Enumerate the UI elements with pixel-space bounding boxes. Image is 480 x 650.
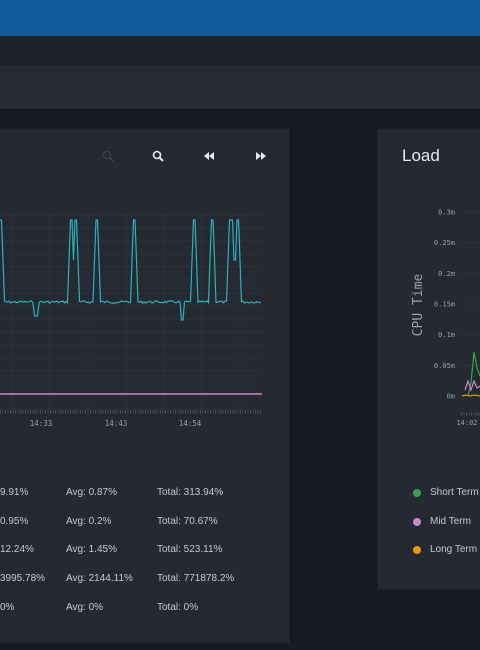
stat-avg: Avg: 0.2% (66, 516, 112, 527)
rewind-button[interactable] (200, 148, 218, 164)
legend-swatch (413, 518, 421, 526)
y-tick-label: 0.05m (434, 362, 455, 370)
y-axis-ticks: 0.3m 0.25m 0.2m 0.15m 0.1m 0.05m 0m (434, 209, 455, 401)
y-tick-label: 0.1m (438, 331, 455, 339)
legend-label: Mid Term (430, 516, 471, 527)
stats-row: 3995.78% Avg: 2144.11% Total: 771878.2% (0, 573, 290, 587)
y-tick-label: 0m (447, 393, 455, 401)
x-tick-label: 14:54 (179, 419, 202, 428)
rewind-icon (204, 152, 214, 160)
stat-max: 0.95% (0, 516, 29, 527)
panel-title: Load (402, 146, 440, 165)
fast-forward-button[interactable] (252, 148, 270, 164)
stats-row: 9.91% Avg: 0.87% Total: 313.94% (0, 487, 290, 501)
stat-avg: Avg: 0% (66, 602, 104, 613)
legend-item-mid-term[interactable]: Mid Term (410, 515, 480, 529)
x-tick-label: 14:02 (456, 419, 477, 427)
load-chart-panel (377, 128, 480, 590)
legend-swatch (413, 546, 421, 554)
stats-row: 0% Avg: 0% Total: 0% (0, 602, 290, 616)
stat-total: Total: 70.67% (157, 516, 218, 527)
y-tick-label: 0.15m (434, 301, 455, 309)
stat-total: Total: 523.11% (157, 544, 223, 555)
stat-avg: Avg: 0.87% (66, 487, 117, 498)
zoom-out-button[interactable] (100, 148, 118, 164)
stats-row: 12.24% Avg: 1.45% Total: 523.11% (0, 544, 290, 558)
y-tick-label: 0.3m (438, 209, 455, 217)
zoom-in-button[interactable] (150, 148, 168, 164)
long-term-series-line (461, 394, 480, 397)
x-axis-ticks: 14:33 14:43 14:54 (30, 419, 202, 428)
legend-item-short-term[interactable]: Short Term (410, 486, 480, 500)
legend-label: Short Term (430, 487, 479, 498)
stat-max: 9.91% (0, 487, 29, 498)
stats-row: 0.95% Avg: 0.2% Total: 70.67% (0, 516, 290, 530)
cpu-series-line (0, 219, 262, 321)
legend-label: Long Term (430, 544, 478, 555)
stat-max: 0% (0, 602, 15, 613)
load-chart: CPU Time 0.3m 0.25m 0.2m 0.15m 0.1m 0.05m 0m 1… (411, 209, 480, 427)
stat-avg: Avg: 2144.11% (66, 573, 133, 584)
top-header-bar (0, 0, 480, 36)
cpu-chart-panel (0, 128, 290, 643)
stat-max: 12.24% (0, 544, 34, 555)
y-tick-label: 0.25m (434, 239, 455, 247)
stat-total: Total: 771878.2% (157, 573, 235, 584)
zoom-in-icon (152, 150, 164, 162)
stat-max: 3995.78% (0, 573, 46, 584)
x-tick-label: 14:33 (30, 419, 53, 428)
stat-total: Total: 0% (157, 602, 199, 613)
cpu-usage-chart: 14:33 14:43 14:54 (0, 214, 262, 428)
x-tick-label: 14:43 (105, 419, 128, 428)
mid-term-series-line (464, 379, 480, 392)
filter-strip (0, 67, 480, 110)
y-axis-label: CPU Time (411, 274, 426, 337)
zoom-out-icon (102, 150, 114, 162)
short-term-series-line (467, 351, 480, 397)
navigation-strip (0, 36, 480, 67)
stat-total: Total: 313.94% (157, 487, 224, 498)
fast-forward-icon (256, 152, 266, 160)
y-tick-label: 0.2m (438, 270, 455, 278)
x-axis-ticks: 14:02 (456, 419, 477, 427)
legend-swatch (413, 489, 421, 497)
legend-item-long-term[interactable]: Long Term (410, 543, 480, 557)
chart-grid (0, 214, 262, 414)
stat-avg: Avg: 1.45% (66, 544, 117, 555)
